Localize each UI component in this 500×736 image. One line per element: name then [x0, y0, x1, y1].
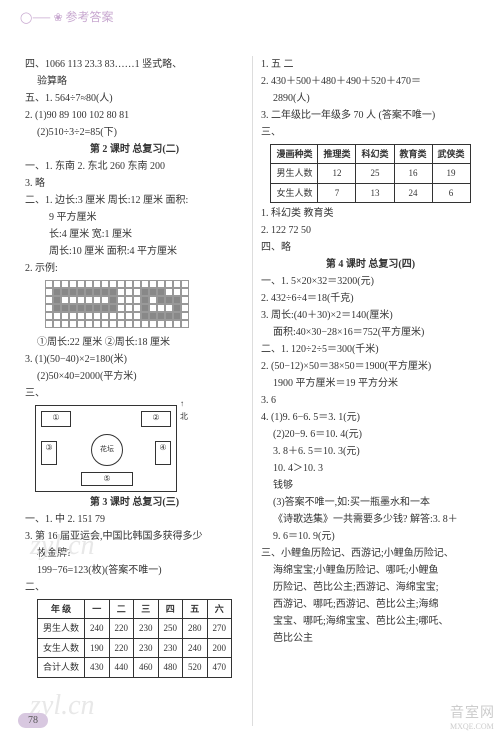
table-row: 女生人数190220230230240200	[37, 638, 231, 657]
text: 四、1066 113 23.3 83……1 竖式略、	[25, 57, 244, 73]
text: 四、略	[261, 240, 480, 256]
text: 宝宝、哪吒;海绵宝宝、芭比公主;哪吒、	[261, 614, 480, 630]
text: 2. (50−12)×50＝38×50＝1900(平方厘米)	[261, 359, 480, 375]
text: 验算略	[25, 74, 244, 90]
text: 3. 二年级比一年级多 70 人 (答案不唯一)	[261, 108, 480, 124]
text: 9. 6＝10. 9(元)	[261, 529, 480, 545]
page-header: ◯⸺ ❀ 参考答案	[0, 0, 500, 56]
th: 教育类	[394, 145, 432, 164]
right-column: 1. 五 二 2. 430＋500＋480＋490＋520＋470＝ 2890(…	[253, 56, 485, 726]
table-row: 合计人数430440460480520470	[37, 658, 231, 677]
text: 《诗歌选集》一共需要多少钱? 解答:3. 8＋	[261, 512, 480, 528]
text: 周长:10 厘米 面积:4 平方厘米	[25, 244, 244, 260]
text: 历险记、芭比公主;西游记、海绵宝宝;	[261, 580, 480, 596]
table-row: 年 级 一 二 三 四 五 六	[37, 600, 231, 619]
text: 一、1. 东南 2. 东北 260 东南 200	[25, 159, 244, 175]
text: 面积:40×30−28×16＝752(平方厘米)	[261, 325, 480, 341]
header-deco: ◯⸺ ❀	[20, 12, 65, 24]
th: 五	[183, 600, 208, 619]
th: 六	[207, 600, 232, 619]
th: 漫画种类	[271, 145, 318, 164]
table-row: 女生人数713246	[271, 183, 470, 202]
text: 4. (1)9. 6−6. 5＝3. 1(元)	[261, 410, 480, 426]
th: 一	[85, 600, 110, 619]
comic-table: 漫画种类 推理类 科幻类 教育类 武侠类 男生人数12251619 女生人数71…	[270, 144, 470, 203]
text: 二、1. 120÷2÷5＝300(千米)	[261, 342, 480, 358]
text: 二、	[25, 580, 244, 596]
lesson-title: 第 2 课时 总复习(二)	[25, 142, 244, 158]
text: 3. 6	[261, 393, 480, 409]
text: 3. 略	[25, 176, 244, 192]
text: 2. 示例:	[25, 261, 244, 277]
lesson-title: 第 3 课时 总复习(三)	[25, 495, 244, 511]
text: 3. (1)(50−40)×2=180(米)	[25, 352, 244, 368]
text: 长:4 厘米 宽:1 厘米	[25, 227, 244, 243]
text: 三、	[261, 125, 480, 141]
text: 西游记、哪吒;西游记、芭比公主;海绵	[261, 597, 480, 613]
text: (2)510÷3÷2=85(下)	[25, 125, 244, 141]
text: 3. 8＋6. 5＝10. 3(元)	[261, 444, 480, 460]
th: 科幻类	[356, 145, 394, 164]
th: 推理类	[318, 145, 356, 164]
text: 芭比公主	[261, 631, 480, 647]
text: 3. 第 16 届亚运会,中国比韩国多获得多少	[25, 529, 244, 545]
text: 一、1. 中 2. 151 79	[25, 512, 244, 528]
text: (3)答案不唯一,如:买一瓶墨水和一本	[261, 495, 480, 511]
box: ③	[41, 441, 57, 465]
text: 枚金牌?	[25, 546, 244, 562]
text: 1900 平方厘米＝19 平方分米	[261, 376, 480, 392]
text: 一、1. 5×20×32＝3200(元)	[261, 274, 480, 290]
box: ②	[141, 411, 171, 427]
text: 三、	[25, 386, 244, 402]
text: 三、小鲤鱼历险记、西游记;小鲤鱼历险记、	[261, 546, 480, 562]
text: 2. 122 72 50	[261, 223, 480, 239]
text: 钱够	[261, 478, 480, 494]
text: 五、1. 564÷7≈80(人)	[25, 91, 244, 107]
left-column: 四、1066 113 23.3 83……1 竖式略、 验算略 五、1. 564÷…	[20, 56, 253, 726]
text: 2. 432÷6÷4＝18(千克)	[261, 291, 480, 307]
brand-watermark: 音室网 MXQE.COM	[450, 702, 495, 731]
table-row: 男生人数12251619	[271, 164, 470, 183]
th: 四	[158, 600, 183, 619]
layout-diagram: ↑北 ① ② ③ ④ ⑤ 花坛	[35, 405, 177, 492]
circle: 花坛	[91, 434, 123, 466]
box: ①	[41, 411, 71, 427]
th: 年 级	[37, 600, 84, 619]
box: ④	[155, 441, 171, 465]
th: 武侠类	[432, 145, 470, 164]
text: 9 平方厘米	[25, 210, 244, 226]
text: 3. 周长:(40＋30)×2＝140(厘米)	[261, 308, 480, 324]
text: 1. 科幻类 教育类	[261, 206, 480, 222]
th: 三	[134, 600, 159, 619]
table-row: 男生人数240220230250280270	[37, 619, 231, 638]
text: 2. 430＋500＋480＋490＋520＋470＝	[261, 74, 480, 90]
text: ①周长:22 厘米 ②周长:18 厘米	[25, 335, 244, 351]
text: 2. (1)90 89 100 102 80 81	[25, 108, 244, 124]
grid-shapes	[45, 280, 189, 328]
lesson-title: 第 4 课时 总复习(四)	[261, 257, 480, 273]
text: 1. 五 二	[261, 57, 480, 73]
text: 2890(人)	[261, 91, 480, 107]
text: (2)50×40=2000(平方米)	[25, 369, 244, 385]
text: 二、1. 边长:3 厘米 周长:12 厘米 面积:	[25, 193, 244, 209]
header-title: 参考答案	[65, 10, 113, 24]
north-arrow: ↑北	[180, 398, 188, 424]
box: ⑤	[81, 472, 133, 486]
brand1: 音室网	[450, 706, 495, 721]
grade-table: 年 级 一 二 三 四 五 六 男生人数240220230250280270 女…	[37, 599, 232, 678]
page-number: 78	[18, 713, 48, 728]
text: 199−76=123(枚)(答案不唯一)	[25, 563, 244, 579]
text: (2)20−9. 6＝10. 4(元)	[261, 427, 480, 443]
table-row: 漫画种类 推理类 科幻类 教育类 武侠类	[271, 145, 470, 164]
brand2: MXQE.COM	[450, 722, 495, 731]
text: 10. 4＞10. 3	[261, 461, 480, 477]
th: 二	[109, 600, 134, 619]
text: 海绵宝宝;小鲤鱼历险记、哪吒;小鲤鱼	[261, 563, 480, 579]
